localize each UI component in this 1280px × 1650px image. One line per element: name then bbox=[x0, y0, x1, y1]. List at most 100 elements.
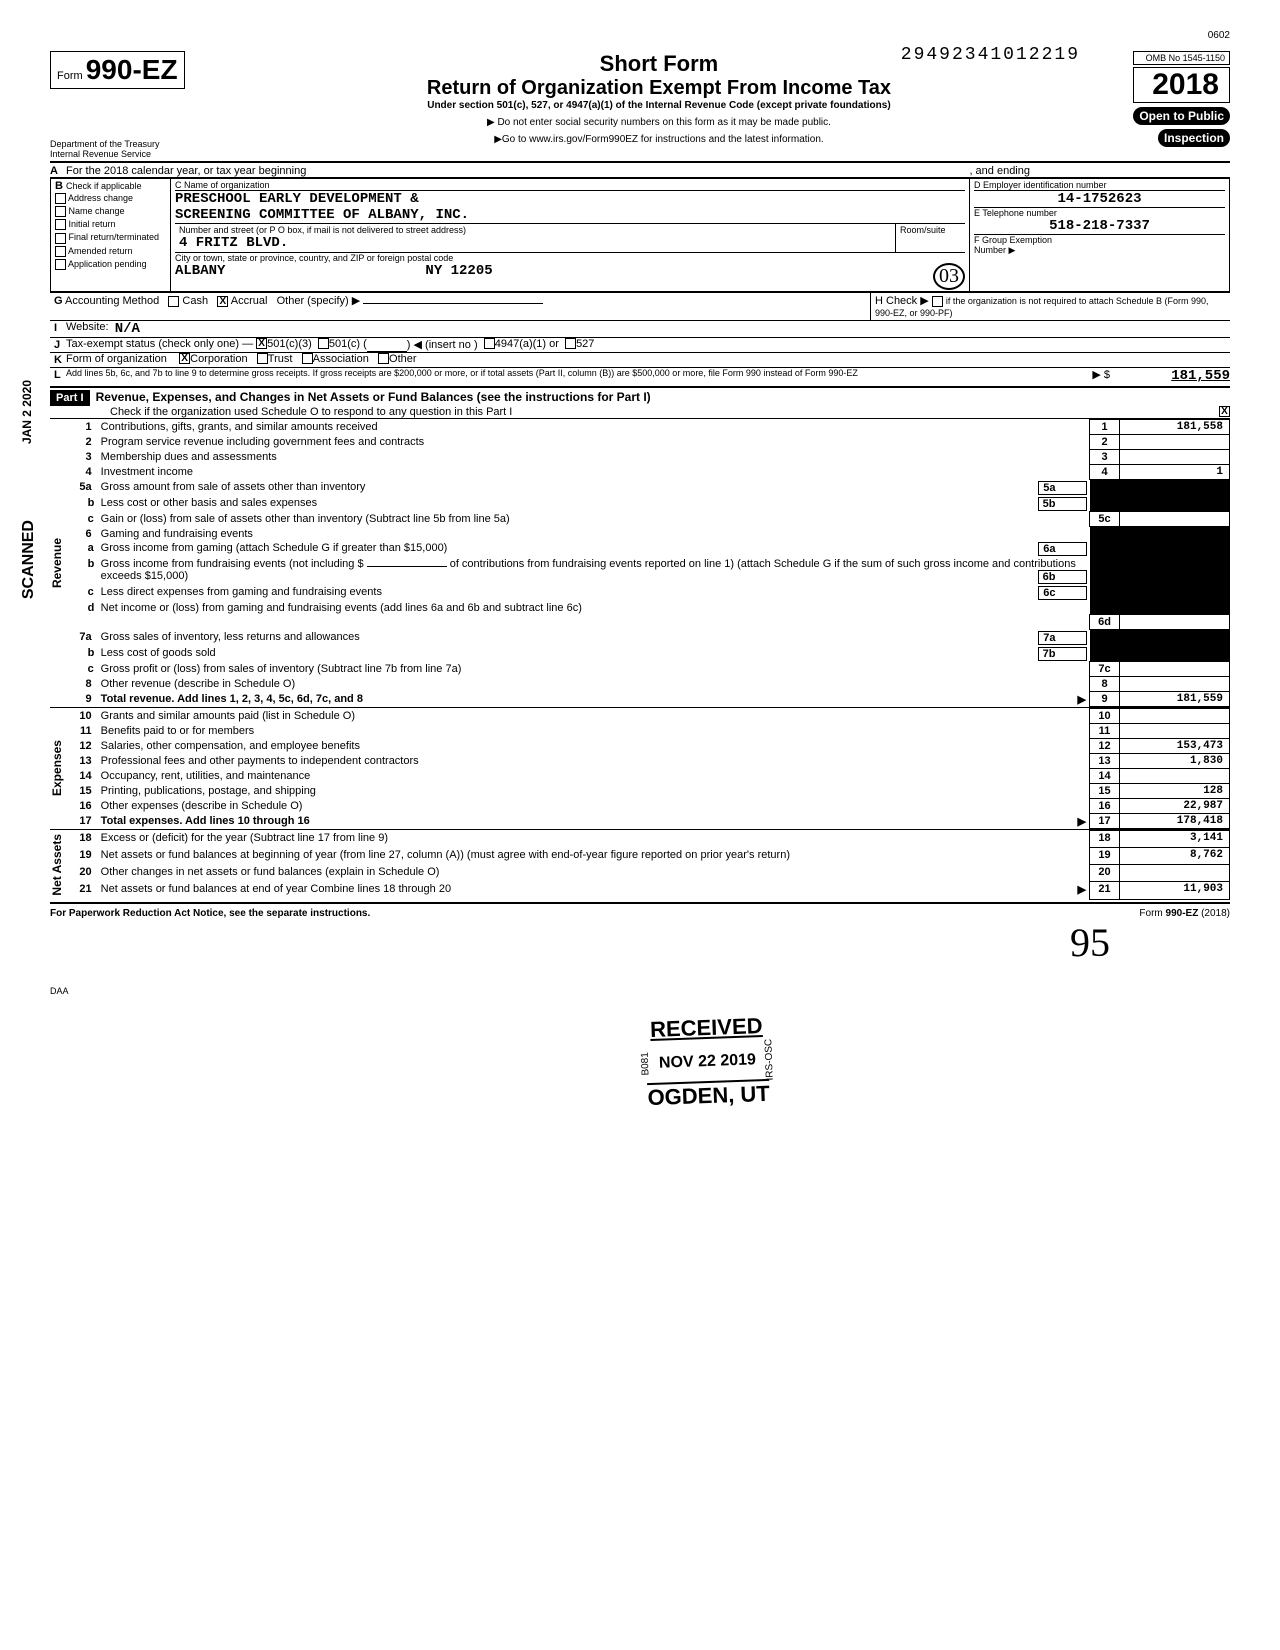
val-7c bbox=[1120, 662, 1230, 677]
cb-501c3[interactable]: X bbox=[256, 338, 267, 349]
org-name-2: SCREENING COMMITTEE OF ALBANY, INC. bbox=[175, 207, 965, 224]
h-label: H Check ▶ bbox=[875, 295, 929, 307]
handwritten: 95 bbox=[50, 919, 1230, 966]
letter-k: K bbox=[50, 353, 66, 367]
val-6d bbox=[1120, 615, 1230, 630]
street: 4 FRITZ BLVD. bbox=[179, 235, 891, 251]
cb-kother[interactable] bbox=[378, 353, 389, 364]
daa: DAA bbox=[50, 986, 1230, 996]
l-value: 181,559 bbox=[1110, 368, 1230, 384]
val-17: 178,418 bbox=[1120, 814, 1230, 829]
k-trust: Trust bbox=[268, 353, 293, 367]
cb-h[interactable] bbox=[932, 296, 943, 307]
opt-name: Name change bbox=[69, 206, 125, 216]
g-cash: Cash bbox=[182, 295, 208, 307]
cb-pending[interactable] bbox=[55, 259, 66, 270]
open-public-2: Inspection bbox=[1158, 129, 1230, 147]
letter-l: L bbox=[50, 368, 66, 384]
city-label: City or town, state or province, country… bbox=[175, 253, 965, 263]
line-21: Net assets or fund balances at end of ye… bbox=[101, 883, 451, 895]
ein: 14-1752623 bbox=[974, 191, 1225, 208]
opt-address: Address change bbox=[68, 193, 133, 203]
cb-cash[interactable] bbox=[168, 296, 179, 307]
received: RECEIVED bbox=[638, 1013, 774, 1044]
room-label: Room/suite bbox=[895, 224, 965, 252]
val-2 bbox=[1120, 435, 1230, 450]
j-label: Tax-exempt status (check only one) — bbox=[66, 338, 253, 352]
line-6d: Net income or (loss) from gaming and fun… bbox=[98, 601, 1090, 615]
phone: 518-218-7337 bbox=[974, 218, 1225, 235]
cb-trust[interactable] bbox=[257, 353, 268, 364]
opt-pending: Application pending bbox=[68, 259, 147, 269]
line-4: Investment income bbox=[98, 465, 1090, 480]
check-applicable: Check if applicable bbox=[66, 181, 142, 191]
section-revenue: Revenue bbox=[50, 534, 64, 592]
line-20: Other changes in net assets or fund bala… bbox=[98, 865, 1090, 882]
open-public-1: Open to Public bbox=[1133, 107, 1230, 125]
line-6c: Less direct expenses from gaming and fun… bbox=[101, 586, 382, 598]
i-label: Website: bbox=[66, 321, 109, 337]
line-17: Total expenses. Add lines 10 through 16 bbox=[101, 815, 310, 827]
state-zip: NY 12205 bbox=[425, 263, 492, 290]
and-ending: , and ending bbox=[969, 165, 1030, 177]
letter-j: J bbox=[50, 338, 66, 352]
val-10 bbox=[1120, 709, 1230, 724]
j-501c: 501(c) ( bbox=[329, 338, 367, 352]
val-19: 8,762 bbox=[1120, 848, 1230, 865]
letter-i: I bbox=[50, 321, 66, 337]
cb-527[interactable] bbox=[565, 338, 576, 349]
form-number: 990-EZ bbox=[86, 54, 178, 85]
cb-4947[interactable] bbox=[484, 338, 495, 349]
l-arrow: ▶ $ bbox=[1092, 368, 1110, 384]
line-9: Total revenue. Add lines 1, 2, 3, 4, 5c,… bbox=[101, 693, 363, 705]
val-21: 11,903 bbox=[1120, 882, 1230, 899]
k-assoc: Association bbox=[313, 353, 369, 367]
k-label: Form of organization bbox=[66, 353, 167, 367]
revenue-table: 1Contributions, gifts, grants, and simil… bbox=[70, 419, 1230, 707]
letter-a: A bbox=[50, 165, 66, 177]
letter-g: G bbox=[54, 295, 63, 307]
f-num: Number ▶ bbox=[974, 245, 1225, 256]
line-3: Membership dues and assessments bbox=[98, 450, 1090, 465]
section-netassets: Net Assets bbox=[50, 830, 64, 900]
line-2: Program service revenue including govern… bbox=[98, 435, 1090, 450]
part1-title: Revenue, Expenses, and Changes in Net As… bbox=[96, 390, 651, 406]
expenses-table: 10Grants and similar amounts paid (list … bbox=[70, 708, 1230, 829]
cb-assoc[interactable] bbox=[302, 353, 313, 364]
c-label: C Name of organization bbox=[175, 180, 965, 191]
line-a: For the 2018 calendar year, or tax year … bbox=[66, 165, 306, 177]
f-label: F Group Exemption bbox=[974, 235, 1225, 245]
d-label: D Employer identification number bbox=[974, 180, 1225, 191]
val-14 bbox=[1120, 769, 1230, 784]
omb: OMB No 1545-1150 bbox=[1133, 51, 1230, 65]
cb-501c[interactable] bbox=[318, 338, 329, 349]
line-7c: Gross profit or (loss) from sales of inv… bbox=[98, 662, 1090, 677]
val-12: 153,473 bbox=[1120, 739, 1230, 754]
line-11: Benefits paid to or for members bbox=[98, 724, 1090, 739]
line-8: Other revenue (describe in Schedule O) bbox=[98, 677, 1090, 692]
g-accrual: Accrual bbox=[231, 295, 268, 307]
cb-name[interactable] bbox=[55, 206, 66, 217]
cb-address[interactable] bbox=[55, 193, 66, 204]
year: 2018 bbox=[1133, 67, 1230, 103]
j-527: 527 bbox=[576, 338, 594, 352]
dept: Department of the Treasury Internal Reve… bbox=[50, 139, 185, 159]
cb-initial[interactable] bbox=[55, 219, 66, 230]
line-7b: Less cost of goods sold bbox=[101, 647, 216, 659]
opt-amended: Amended return bbox=[68, 246, 133, 256]
val-9: 181,559 bbox=[1120, 692, 1230, 707]
cb-final[interactable] bbox=[55, 233, 66, 244]
page-code: 0602 bbox=[50, 30, 1230, 41]
line-14: Occupancy, rent, utilities, and maintena… bbox=[98, 769, 1090, 784]
cb-amended[interactable] bbox=[55, 246, 66, 257]
city: ALBANY bbox=[175, 263, 225, 290]
section-expenses: Expenses bbox=[50, 736, 64, 800]
line-7a: Gross sales of inventory, less returns a… bbox=[101, 631, 360, 643]
l-text: Add lines 5b, 6c, and 7b to line 9 to de… bbox=[66, 368, 1092, 384]
cb-accrual[interactable]: X bbox=[217, 296, 228, 307]
val-20 bbox=[1120, 865, 1230, 882]
cb-corp[interactable]: X bbox=[179, 353, 190, 364]
cb-part1[interactable]: X bbox=[1219, 406, 1230, 417]
street-label: Number and street (or P O box, if mail i… bbox=[179, 225, 891, 235]
opt-final: Final return/terminated bbox=[69, 232, 160, 242]
